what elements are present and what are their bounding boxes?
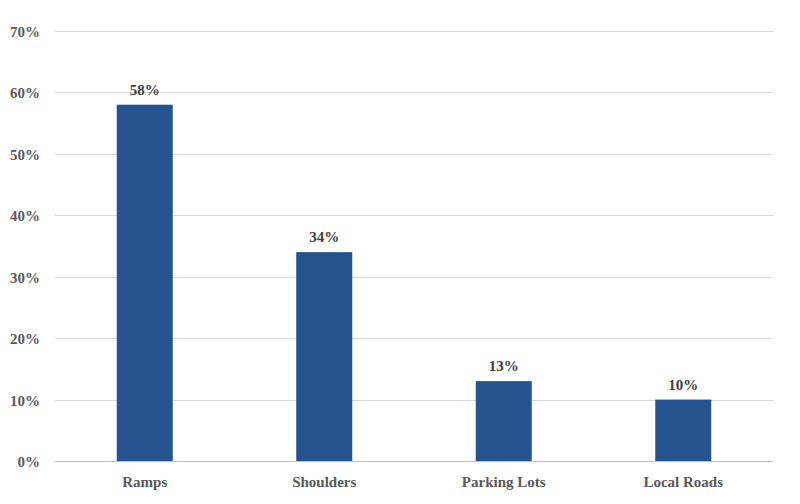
- x-axis-line: [55, 461, 773, 462]
- y-tick-label: 50%: [10, 147, 40, 163]
- y-tick-label: 70%: [10, 24, 40, 40]
- bar: [296, 252, 352, 461]
- y-tick-label: 30%: [10, 270, 40, 286]
- chart-svg: 0% 10% 20% 30% 40% 50% 60% 70% 58% 34% 13% 10% Ramps…: [0, 0, 800, 504]
- y-tick-label: 10%: [10, 393, 40, 409]
- data-label: 34%: [309, 229, 339, 245]
- y-tick-label: 40%: [10, 208, 40, 224]
- grid: [55, 32, 773, 462]
- bars: [117, 105, 712, 461]
- y-tick-label: 0%: [18, 454, 41, 470]
- bar: [476, 381, 532, 461]
- bar: [117, 105, 173, 461]
- baseline: [55, 461, 773, 462]
- bar: [655, 400, 711, 461]
- grid-line: [55, 92, 773, 93]
- data-label: 58%: [130, 82, 160, 98]
- data-label: 13%: [489, 358, 519, 374]
- grid-line: [55, 31, 773, 32]
- data-labels: 58% 34% 13% 10%: [130, 82, 699, 393]
- y-tick-labels: 0% 10% 20% 30% 40% 50% 60% 70%: [10, 24, 40, 470]
- x-tick-label: Local Roads: [643, 474, 723, 490]
- x-tick-label: Ramps: [122, 474, 167, 490]
- data-label: 10%: [668, 377, 698, 393]
- x-tick-label: Parking Lots: [462, 474, 546, 490]
- x-tick-labels: Ramps Shoulders Parking Lots Local Roads: [122, 474, 723, 490]
- y-tick-label: 20%: [10, 331, 40, 347]
- chart-container: 0% 10% 20% 30% 40% 50% 60% 70% 58% 34% 13% 10% Ramps…: [0, 0, 800, 504]
- x-tick-label: Shoulders: [292, 474, 356, 490]
- y-tick-label: 60%: [10, 85, 40, 101]
